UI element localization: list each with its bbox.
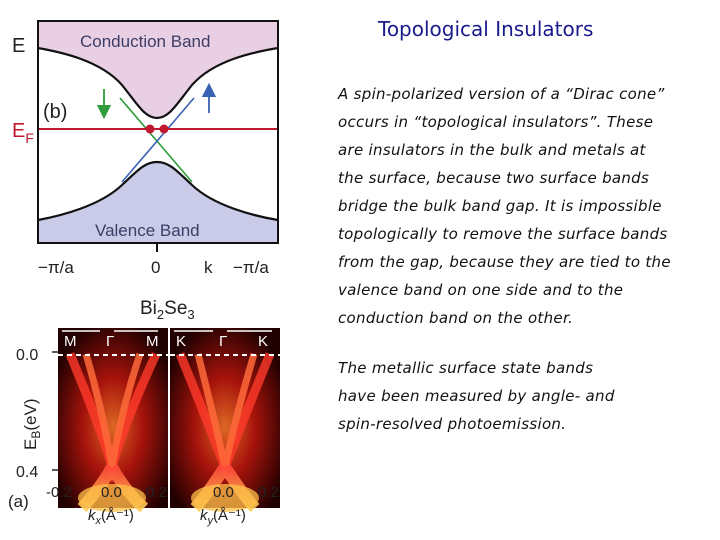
- x-axis-label-left: kx(Å⁻¹): [88, 507, 134, 527]
- x-tick-right-1: 0.0: [213, 484, 234, 501]
- y-axis-label: EB(eV): [21, 399, 43, 450]
- fermi-e: E: [12, 120, 25, 142]
- formula-se-sub: 3: [187, 307, 194, 322]
- text-line: topologically to remove the surface band…: [338, 225, 668, 243]
- conduction-band-curve: [38, 46, 278, 120]
- text-line: have been measured by angle- and: [338, 387, 615, 405]
- text-line: The metallic surface state bands: [338, 359, 594, 377]
- xlabel-left-unit: (Å⁻¹): [101, 507, 134, 524]
- fermi-level-label: EF: [12, 120, 34, 146]
- formula-bi-sub: 2: [157, 307, 164, 322]
- x-axis-k-label: k: [204, 258, 213, 277]
- x-tick-left: −π/a: [38, 258, 74, 277]
- formula-se: Se: [164, 298, 187, 319]
- arpes-spectrum-right: [170, 328, 280, 513]
- valence-band-curve: [38, 160, 278, 222]
- x-tick-right-2: 0.2: [258, 484, 279, 501]
- arpes-spectrum-left: [58, 328, 168, 513]
- valence-band-fill: [38, 162, 278, 243]
- fermi-subscript: F: [25, 130, 34, 146]
- fermi-crossing-dot: [159, 124, 169, 134]
- y-tick-top: 0.0: [16, 347, 38, 364]
- paragraph-topological-insulators: A spin-polarized version of a “Dirac con…: [338, 80, 718, 332]
- conduction-band-label: Conduction Band: [80, 32, 210, 51]
- band-structure-diagram: E (b) EF Conduction Band Valence Band −π…: [12, 20, 279, 277]
- header-m-right: M: [146, 333, 159, 350]
- paragraph-photoemission: The metallic surface state bands have be…: [338, 354, 718, 438]
- y-label-sub: B: [29, 431, 43, 439]
- text-line: A spin-polarized version of a “Dirac con…: [338, 85, 665, 103]
- header-gamma-left: Γ: [106, 333, 114, 350]
- text-line: valence band on one side and to the: [338, 281, 624, 299]
- formula-bi: Bi: [140, 298, 157, 319]
- header-m-left: M: [64, 333, 77, 350]
- xlabel-right-k: k: [200, 507, 209, 524]
- arpes-measurement-figure: Bi2Se3 M Γ M K Γ K 0.0 0.4 EB(eV): [8, 298, 280, 527]
- text-line: bridge the bulk band gap. It is impossib…: [338, 197, 662, 215]
- xlabel-right-unit: (Å⁻¹): [213, 507, 246, 524]
- conduction-band-fill: [38, 21, 278, 118]
- text-line: occurs in “topological insulators”. Thes…: [338, 113, 654, 131]
- x-tick-left-2: 0.0: [101, 484, 122, 501]
- header-k-left: K: [176, 333, 186, 350]
- fermi-crossing-dot: [145, 124, 155, 134]
- xlabel-left-sub: x: [95, 515, 102, 527]
- header-k-right: K: [258, 333, 268, 350]
- slide-title: Topological Insulators: [378, 17, 594, 41]
- xlabel-right-sub: y: [207, 515, 215, 527]
- x-tick-left-3: 0.2: [146, 484, 167, 501]
- y-tick-bottom: 0.4: [16, 464, 38, 481]
- text-line: are insulators in the bulk and metals at: [338, 141, 646, 159]
- panel-b-label: (b): [43, 101, 67, 123]
- axis-e-label: E: [12, 35, 25, 57]
- text-line: conduction band on the other.: [338, 309, 574, 327]
- formula-label: Bi2Se3: [140, 298, 195, 322]
- text-line: the surface, because two surface bands: [338, 169, 650, 187]
- text-line: from the gap, because they are tied to t…: [338, 253, 671, 271]
- surface-band-green: [119, 97, 193, 183]
- x-tick-right: −π/a: [233, 258, 269, 277]
- valence-band-label: Valence Band: [95, 221, 200, 240]
- y-label-unit: (eV): [21, 399, 40, 431]
- x-axis-label-right: ky(Å⁻¹): [200, 507, 246, 527]
- header-gamma-right: Γ: [219, 333, 227, 350]
- panel-a-label: (a): [8, 492, 29, 511]
- text-line: spin-resolved photoemission.: [338, 415, 567, 433]
- x-tick-left-1: -0.2: [46, 484, 72, 501]
- y-label-e: E: [21, 439, 40, 450]
- surface-band-blue: [121, 97, 195, 183]
- xlabel-left-k: k: [88, 507, 97, 524]
- x-tick-zero: 0: [151, 258, 160, 277]
